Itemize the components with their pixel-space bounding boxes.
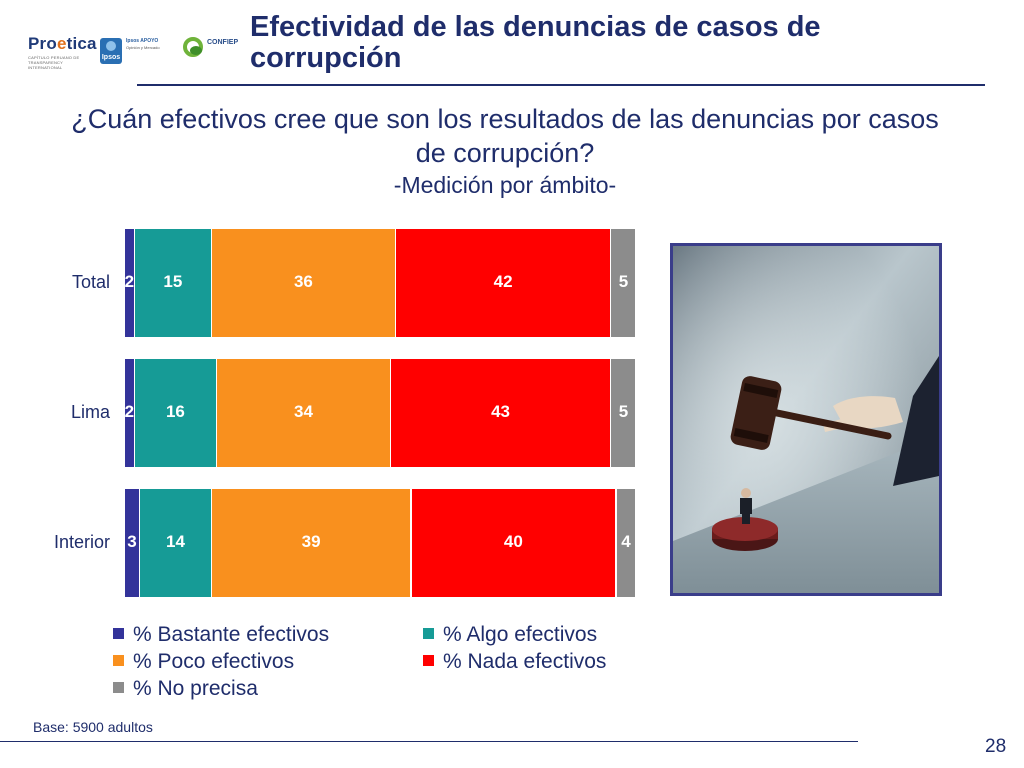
legend-swatch [423,655,434,666]
legend-label: % Bastante efectivos [133,623,330,646]
legend-label: % No precisa [133,677,258,700]
legend-label: % Algo efectivos [443,623,598,646]
stacked-bar-chart: Total 2 15 36 42 5 Lima 2 16 34 43 5 Interior 3 14 39 40… [53,229,636,597]
data-label: 34 [293,402,313,421]
data-label: 43 [491,402,511,421]
data-label: 36 [293,272,313,291]
bar-segment [125,359,134,467]
data-label: 16 [165,402,185,421]
legend-swatch [113,628,124,639]
chart-subtitle: -Medición por ámbito- [393,172,617,198]
page-number: 28 [985,736,1007,757]
legend-label: % Nada efectivos [443,650,607,673]
legend-swatch [423,628,434,639]
data-label: 2 [124,272,135,291]
question-line-2: de corrupción? [415,138,595,168]
bar-segment [212,489,411,597]
logo-bar: Proetica CAPÍTULO PERUANO DE TRANSPARENC… [28,34,239,70]
legend-swatch [113,655,124,666]
legend-item: % Bastante efectivos [113,623,329,647]
data-label: 40 [503,532,523,551]
question-line-1: ¿Cuán efectivos cree que son los resulta… [71,104,939,134]
data-label: 3 [127,532,137,551]
data-label: 39 [301,532,321,551]
bar-segment [125,489,139,597]
data-label: 5 [618,272,629,291]
bar-segment [135,359,216,467]
legend-item: % Poco efectivos [113,650,294,674]
legend-swatch [113,682,124,693]
row-label-lima: Lima [70,402,110,422]
bar-segment [391,359,610,467]
title-divider [137,84,985,86]
bar-segment [616,489,636,597]
bar-segment [396,229,610,337]
bar-segment [140,489,211,597]
data-label: 2 [124,402,135,421]
row-label-total: Total [71,272,110,292]
bar-segment [411,489,616,597]
bar-segment [217,359,390,467]
gavel-illustration [673,246,939,593]
bar-segment [611,359,636,467]
bar-segment [125,229,134,337]
survey-question: ¿Cuán efectivos cree que son los resulta… [0,102,1010,170]
bar-segment [135,229,211,337]
legend-item: % Nada efectivos [423,650,606,674]
data-label: 4 [621,532,631,551]
legend-item: % Algo efectivos [423,623,597,647]
bar-segment [212,229,395,337]
legend-label: % Poco efectivos [133,650,295,673]
legend-item: % No precisa [113,677,258,701]
data-label: 42 [493,272,513,291]
data-label: 15 [163,272,183,291]
gavel-photo [670,243,942,596]
bar-segment [611,229,636,337]
proetica-logo: Proetica CAPÍTULO PERUANO DE TRANSPARENC… [28,34,97,70]
base-note: Base: 5900 adultos [33,719,153,735]
data-label: 14 [165,532,185,551]
page-title: Efectividad de las denuncias de casos de… [250,11,821,74]
row-label-interior: Interior [53,532,110,552]
footer-divider [0,741,858,742]
data-label: 5 [618,402,629,421]
